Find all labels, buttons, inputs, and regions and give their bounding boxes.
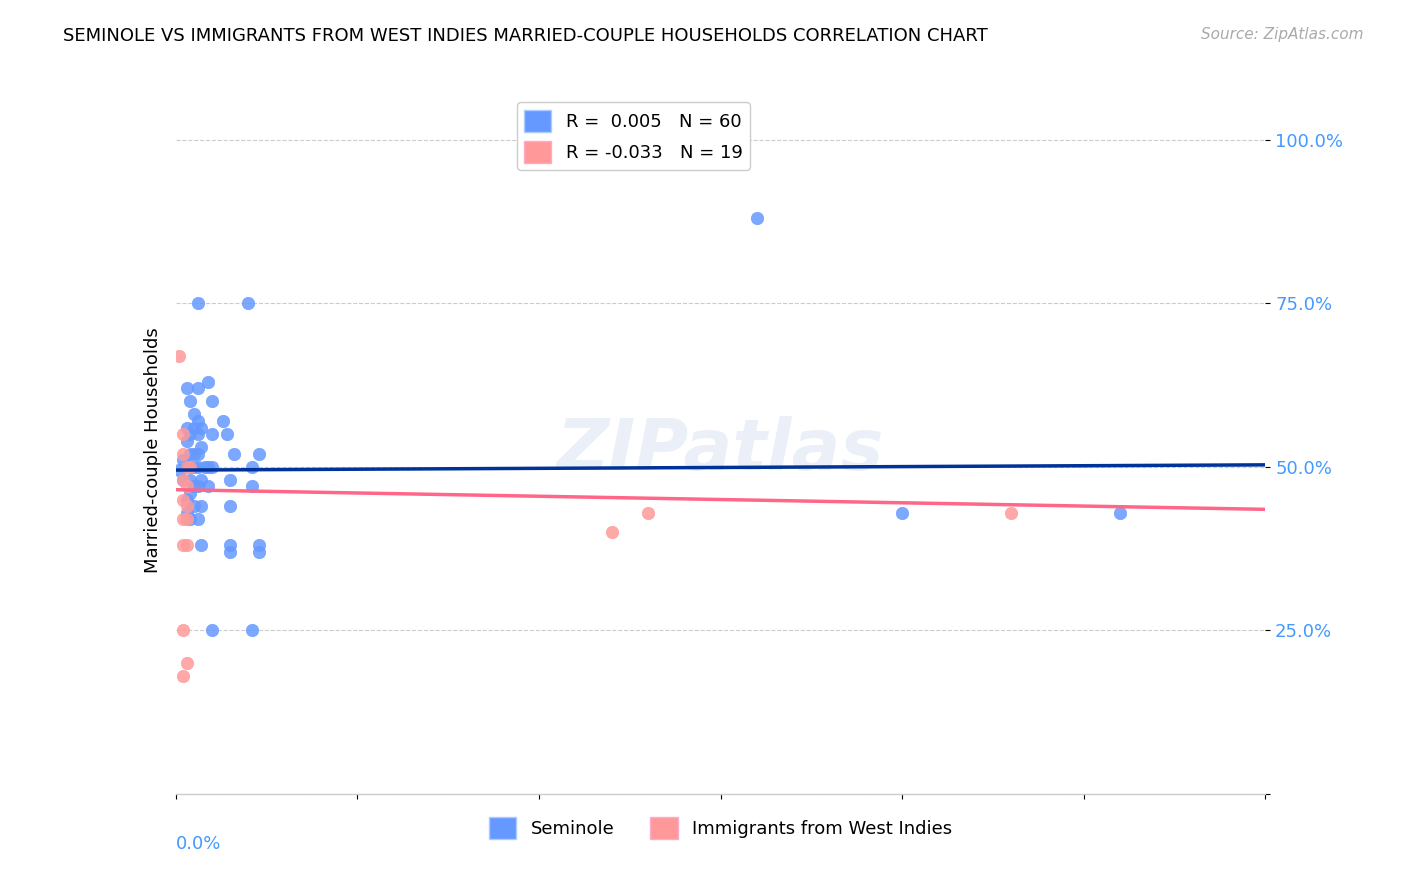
Point (190, 420, 212, 434)
Point (183, 479, 205, 493)
Point (172, 669, 194, 683)
Point (176, 492, 198, 507)
Point (176, 459, 198, 474)
Point (179, 459, 201, 474)
Point (190, 473, 212, 487)
Point (172, 473, 194, 487)
Point (183, 447, 205, 461)
Point (176, 381, 198, 395)
Point (219, 545, 242, 559)
Point (176, 459, 198, 474)
Y-axis label: Married-couple Households: Married-couple Households (143, 327, 162, 574)
Point (238, 296, 260, 310)
Point (183, 408, 205, 422)
Point (201, 427, 224, 442)
Point (176, 434, 198, 448)
Point (172, 538, 194, 552)
Point (201, 394, 224, 409)
Point (176, 506, 198, 520)
Point (190, 538, 212, 552)
Point (176, 512, 198, 526)
Point (201, 459, 224, 474)
Point (215, 427, 238, 442)
Point (197, 375, 219, 389)
Point (183, 499, 205, 513)
Text: SEMINOLE VS IMMIGRANTS FROM WEST INDIES MARRIED-COUPLE HOUSEHOLDS CORRELATION CH: SEMINOLE VS IMMIGRANTS FROM WEST INDIES … (63, 27, 988, 45)
Point (172, 473, 194, 487)
Point (172, 492, 194, 507)
Point (186, 414, 209, 428)
Point (637, 506, 659, 520)
Point (172, 512, 194, 526)
Point (176, 656, 198, 670)
Point (197, 479, 219, 493)
Point (179, 473, 201, 487)
Point (179, 512, 201, 526)
Point (172, 447, 194, 461)
Point (1109, 506, 1132, 520)
Point (186, 296, 209, 310)
Point (186, 459, 209, 474)
Point (240, 479, 263, 493)
Text: 0.0%: 0.0% (176, 835, 221, 853)
Point (179, 394, 201, 409)
Point (247, 538, 270, 552)
Point (219, 473, 242, 487)
Point (186, 512, 209, 526)
Point (186, 381, 209, 395)
Point (891, 506, 914, 520)
Point (197, 459, 219, 474)
Point (219, 499, 242, 513)
Point (600, 525, 623, 540)
Point (745, 211, 768, 226)
Point (172, 453, 194, 467)
Point (1000, 506, 1022, 520)
Point (247, 545, 270, 559)
Point (186, 447, 209, 461)
Point (212, 414, 235, 428)
Point (176, 479, 198, 493)
Point (190, 440, 212, 454)
Point (176, 538, 198, 552)
Point (183, 420, 205, 434)
Point (194, 459, 217, 474)
Point (179, 427, 201, 442)
Point (176, 420, 198, 434)
Point (186, 479, 209, 493)
Point (179, 459, 201, 474)
Point (179, 447, 201, 461)
Legend: Seminole, Immigrants from West Indies: Seminole, Immigrants from West Indies (482, 810, 959, 847)
Point (201, 624, 224, 638)
Point (240, 624, 263, 638)
Point (219, 538, 242, 552)
Point (222, 447, 245, 461)
Point (240, 459, 263, 474)
Point (179, 486, 201, 500)
Text: ZIPatlas: ZIPatlas (557, 416, 884, 485)
Point (176, 499, 198, 513)
Point (169, 349, 191, 363)
Point (247, 447, 270, 461)
Point (186, 427, 209, 442)
Point (172, 427, 194, 442)
Point (183, 459, 205, 474)
Point (172, 624, 194, 638)
Text: Source: ZipAtlas.com: Source: ZipAtlas.com (1201, 27, 1364, 42)
Point (169, 463, 191, 477)
Point (190, 499, 212, 513)
